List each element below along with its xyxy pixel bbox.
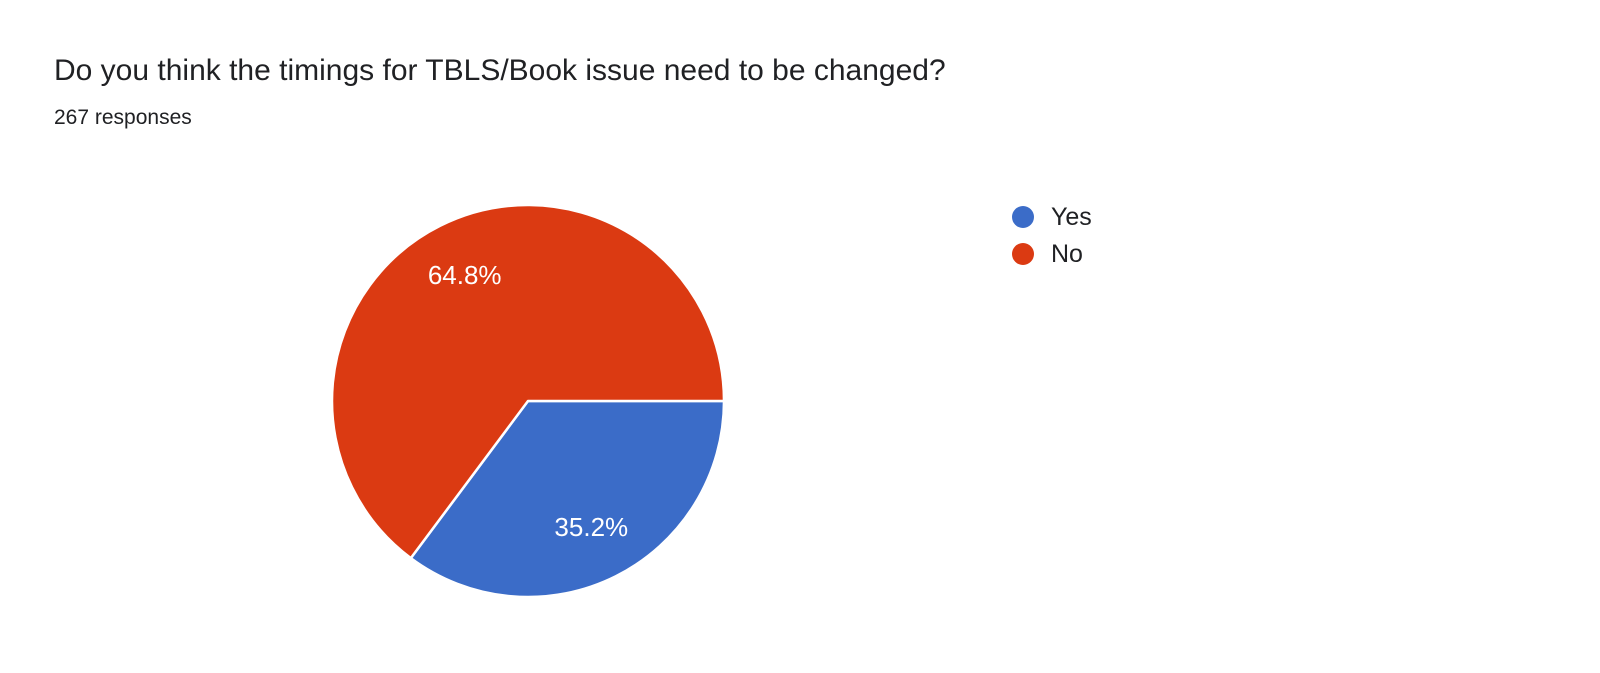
slice-percentage-label-yes: 35.2% <box>554 512 628 542</box>
legend-color-dot <box>1012 206 1034 228</box>
pie-svg: 35.2% 64.8% <box>330 203 726 599</box>
legend-label: No <box>1051 239 1083 268</box>
legend-item-yes: Yes <box>1012 203 1092 231</box>
legend-color-dot <box>1012 243 1034 265</box>
legend-item-no: No <box>1012 240 1092 268</box>
chart-legend: Yes No <box>1012 203 1092 280</box>
question-title: Do you think the timings for TBLS/Book i… <box>54 54 946 87</box>
response-count: 267 responses <box>54 106 192 129</box>
pie-slice-yes[interactable] <box>409 399 726 599</box>
pie-chart: 35.2% 64.8% <box>328 201 728 601</box>
slice-percentage-label-no: 64.8% <box>428 260 502 290</box>
legend-label: Yes <box>1051 202 1092 231</box>
pie-slice-no[interactable] <box>330 203 726 560</box>
